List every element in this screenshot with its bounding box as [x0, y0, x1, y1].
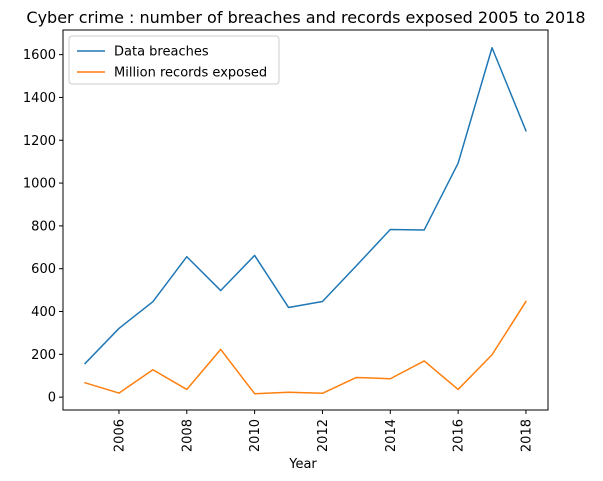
y-tick-label: 1200 [23, 134, 56, 149]
y-tick-label: 600 [31, 262, 56, 277]
legend-entry: Million records exposed [114, 66, 267, 81]
y-tick-label: 1600 [23, 48, 56, 63]
y-tick-label: 1400 [23, 91, 56, 106]
y-tick-label: 800 [31, 219, 56, 234]
legend: Data breaches Million records exposed [68, 35, 280, 85]
x-tick-label: 2012 [316, 419, 331, 452]
plot-frame [62, 29, 549, 411]
x-tick-label: 2006 [112, 419, 127, 452]
y-tick-label: 1000 [23, 177, 56, 192]
axes: 0 200 400 600 800 1000 1200 1400 1600 2006 2008 201… [23, 48, 535, 452]
x-tick-label: 2008 [180, 419, 195, 452]
legend-box [68, 35, 280, 85]
chart-title: Cyber crime : number of breaches and rec… [26, 8, 585, 27]
series-line-million-records-exposed [84, 300, 527, 395]
series-layer [83, 47, 527, 395]
y-tick-label: 400 [31, 305, 56, 320]
plot-area [62, 29, 549, 411]
x-tick-label: 2010 [248, 419, 263, 452]
x-tick-label: 2018 [519, 419, 534, 452]
series-line-data-breaches [83, 47, 527, 365]
y-tick-label: 200 [31, 348, 56, 363]
x-axis-label: Year [288, 457, 317, 472]
legend-entry: Data breaches [114, 45, 209, 60]
x-tick-label: 2016 [452, 419, 467, 452]
y-tick-label: 0 [48, 391, 56, 406]
x-tick-label: 2014 [384, 419, 399, 452]
